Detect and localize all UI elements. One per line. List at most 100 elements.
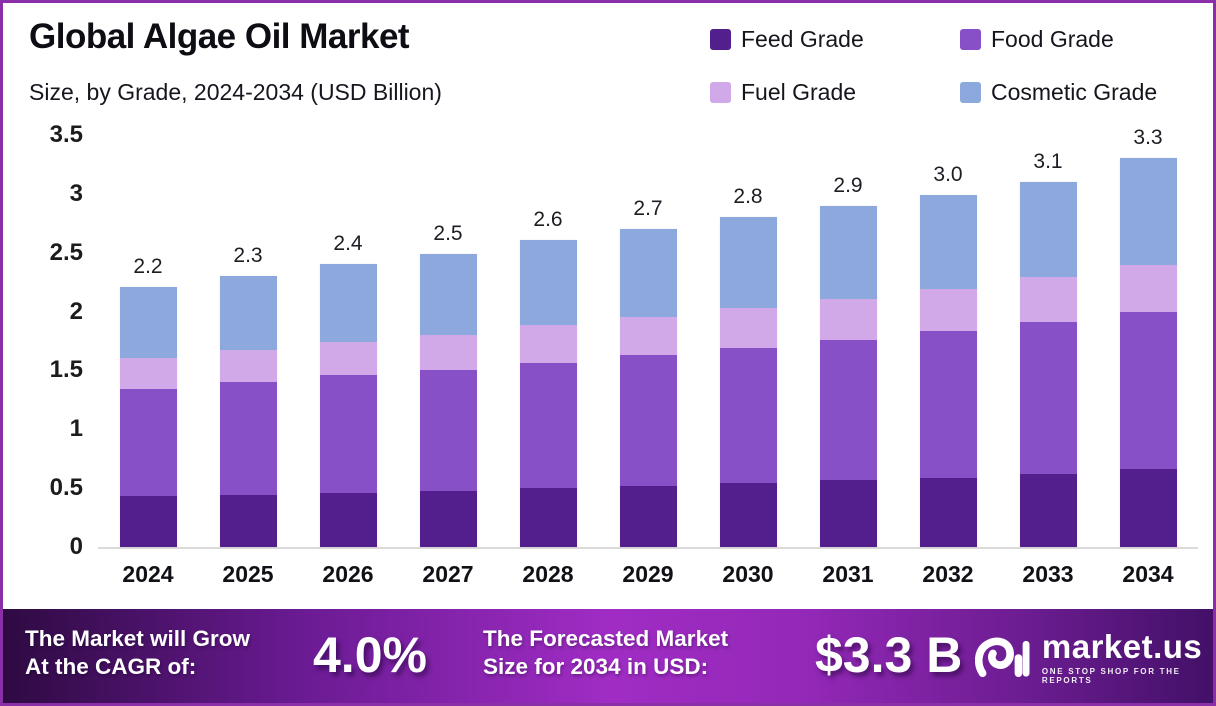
cagr-label-line2: At the CAGR of: xyxy=(25,654,197,679)
stacked-bar-2029 xyxy=(619,229,677,547)
brand-logo: market.us ONE STOP SHOP FOR THE REPORTS xyxy=(975,630,1213,685)
cosmetic-grade-segment xyxy=(419,254,477,335)
cosmetic-grade-segment xyxy=(519,240,577,325)
bar-column-2028: 2.6 xyxy=(498,135,598,547)
fuel-grade-segment xyxy=(119,358,177,389)
cosmetic-grade-segment xyxy=(919,195,977,289)
fuel-grade-segment xyxy=(919,289,977,331)
food-grade-segment xyxy=(1019,322,1077,474)
y-tick-2.5: 2.5 xyxy=(49,239,83,266)
feed-grade-segment xyxy=(219,495,277,547)
cosmetic-grade-swatch-icon xyxy=(960,82,981,103)
food-grade-segment xyxy=(119,389,177,496)
legend-item-food-grade: Food Grade xyxy=(960,26,1157,53)
x-tick-2032: 2032 xyxy=(922,561,974,587)
stacked-bar-2033 xyxy=(1019,182,1077,547)
cagr-label: The Market will Grow At the CAGR of: xyxy=(25,625,250,681)
stacked-bar-2031 xyxy=(819,206,877,547)
bar-column-2031: 2.9 xyxy=(798,135,898,547)
page-title: Global Algae Oil Market xyxy=(29,17,410,56)
fuel-grade-segment xyxy=(419,335,477,370)
feed-grade-segment xyxy=(719,483,777,547)
cosmetic-grade-segment xyxy=(319,264,377,342)
feed-grade-swatch-icon xyxy=(710,29,731,50)
y-tick-0.5: 0.5 xyxy=(49,474,83,501)
bar-value-label: 2.2 xyxy=(133,255,163,278)
y-tick-2: 2 xyxy=(69,298,83,325)
food-grade-segment xyxy=(319,375,377,493)
food-grade-segment xyxy=(419,370,477,491)
bar-value-label: 3.0 xyxy=(933,163,963,186)
brand-text: market.us ONE STOP SHOP FOR THE REPORTS xyxy=(1041,628,1213,686)
legend-label: Feed Grade xyxy=(741,26,864,52)
legend-item-fuel-grade: Fuel Grade xyxy=(710,79,960,106)
bar-value-label: 3.3 xyxy=(1133,126,1163,149)
bar-value-label: 2.9 xyxy=(833,174,863,197)
forecast-label-line1: The Forecasted Market xyxy=(483,626,729,651)
food-grade-swatch-icon xyxy=(960,29,981,50)
forecast-label-line2: Size for 2034 in USD: xyxy=(483,654,709,679)
x-tick-2027: 2027 xyxy=(422,561,474,587)
feed-grade-segment xyxy=(1119,469,1177,547)
bar-column-2026: 2.4 xyxy=(298,135,398,547)
legend-label: Food Grade xyxy=(991,26,1114,52)
x-tick-2034: 2034 xyxy=(1122,561,1174,587)
y-tick-1.5: 1.5 xyxy=(49,356,83,383)
bar-column-2032: 3.0 xyxy=(898,135,998,547)
x-tick-2031: 2031 xyxy=(822,561,874,587)
x-tick-2029: 2029 xyxy=(622,561,674,587)
brand-tagline: ONE STOP SHOP FOR THE REPORTS xyxy=(1041,667,1181,685)
fuel-grade-segment xyxy=(319,342,377,375)
bar-column-2033: 3.1 xyxy=(998,135,1098,547)
food-grade-segment xyxy=(719,348,777,483)
legend-item-cosmetic-grade: Cosmetic Grade xyxy=(960,79,1157,106)
x-tick-2026: 2026 xyxy=(322,561,374,587)
stacked-bar-2030 xyxy=(719,217,777,547)
y-tick-3.5: 3.5 xyxy=(49,121,83,148)
bar-value-label: 2.8 xyxy=(733,185,763,208)
bar-value-label: 3.1 xyxy=(1033,150,1063,173)
food-grade-segment xyxy=(519,363,577,488)
bar-column-2034: 3.3 xyxy=(1098,126,1198,547)
cagr-value: 4.0% xyxy=(313,627,427,683)
footer-banner: The Market will Grow At the CAGR of: 4.0… xyxy=(3,609,1213,703)
bar-column-2027: 2.5 xyxy=(398,135,498,547)
stacked-bar-2025 xyxy=(219,276,277,547)
stacked-bar-2027 xyxy=(419,254,477,547)
y-tick-0: 0 xyxy=(69,533,83,560)
fuel-grade-segment xyxy=(519,325,577,363)
legend-item-feed-grade: Feed Grade xyxy=(710,26,960,53)
cosmetic-grade-segment xyxy=(1019,182,1077,277)
x-tick-2028: 2028 xyxy=(522,561,574,587)
feed-grade-segment xyxy=(419,491,477,547)
cosmetic-grade-segment xyxy=(819,206,877,299)
bar-value-label: 2.4 xyxy=(333,232,363,255)
legend: Feed Grade Food Grade Fuel Grade Cosmeti… xyxy=(710,26,1157,106)
stacked-bar-2026 xyxy=(319,264,377,547)
feed-grade-segment xyxy=(919,478,977,547)
fuel-grade-segment xyxy=(819,299,877,340)
feed-grade-segment xyxy=(319,493,377,547)
food-grade-segment xyxy=(619,355,677,486)
y-axis: 3.5 3 2.5 2 1.5 1 0.5 0 xyxy=(25,121,83,560)
bar-value-label: 2.6 xyxy=(533,208,563,231)
food-grade-segment xyxy=(1119,312,1177,469)
fuel-grade-segment xyxy=(1119,265,1177,312)
bar-column-2030: 2.8 xyxy=(698,135,798,547)
stacked-bar-2032 xyxy=(919,195,977,547)
feed-grade-segment xyxy=(1019,474,1077,547)
bar-column-2029: 2.7 xyxy=(598,135,698,547)
fuel-grade-segment xyxy=(719,308,777,348)
page-subtitle: Size, by Grade, 2024-2034 (USD Billion) xyxy=(29,79,442,105)
brand-name: market.us xyxy=(1041,628,1203,665)
legend-label: Fuel Grade xyxy=(741,79,857,105)
cosmetic-grade-segment xyxy=(1119,158,1177,265)
fuel-grade-segment xyxy=(1019,277,1077,322)
y-tick-1: 1 xyxy=(69,415,83,442)
plot-area: 2.2 2.3 2.4 2.5 2.6 2.7 2.8 2.9 3.0 3.1 3.3 xyxy=(98,126,1198,549)
food-grade-segment xyxy=(819,340,877,480)
stacked-bar-2024 xyxy=(119,287,177,547)
fuel-grade-swatch-icon xyxy=(710,82,731,103)
x-tick-2033: 2033 xyxy=(1022,561,1074,587)
